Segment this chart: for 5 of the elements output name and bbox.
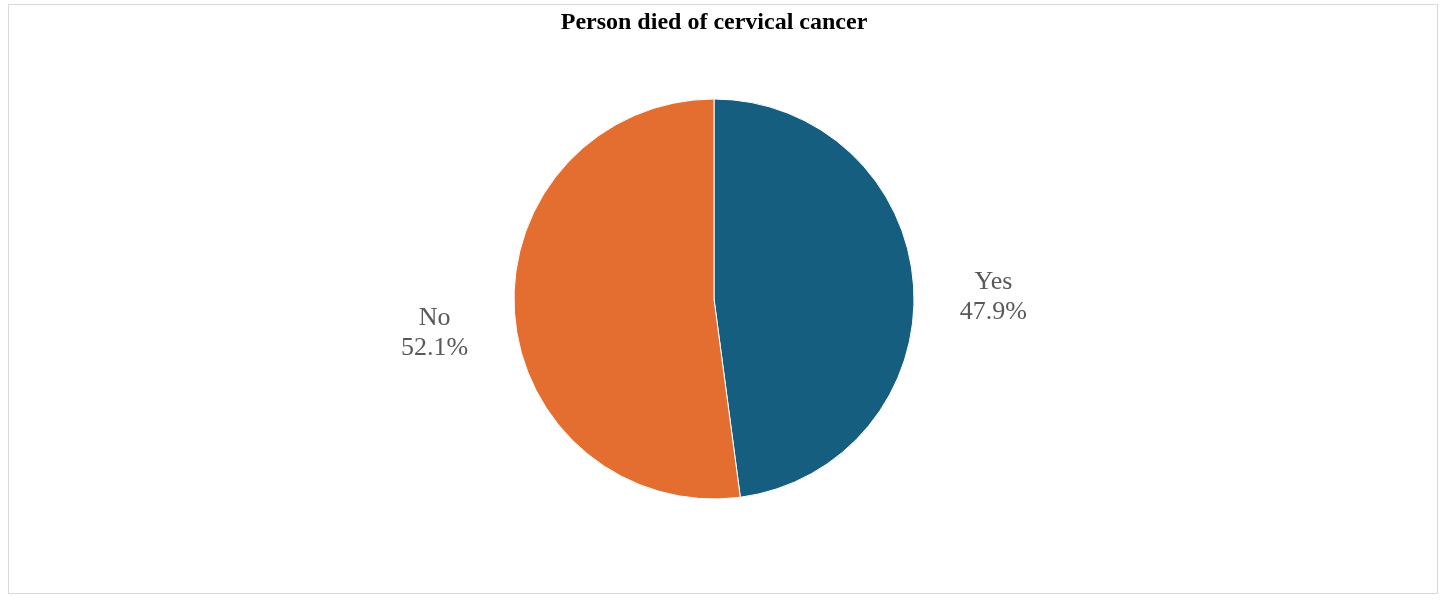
data-label: 52.1% [401,332,469,362]
slice-label: Yes [974,265,1013,295]
chart-title: Person died of cervical cancer [560,8,868,34]
data-label: 47.9% [959,295,1027,325]
slice-label: No [418,302,451,332]
